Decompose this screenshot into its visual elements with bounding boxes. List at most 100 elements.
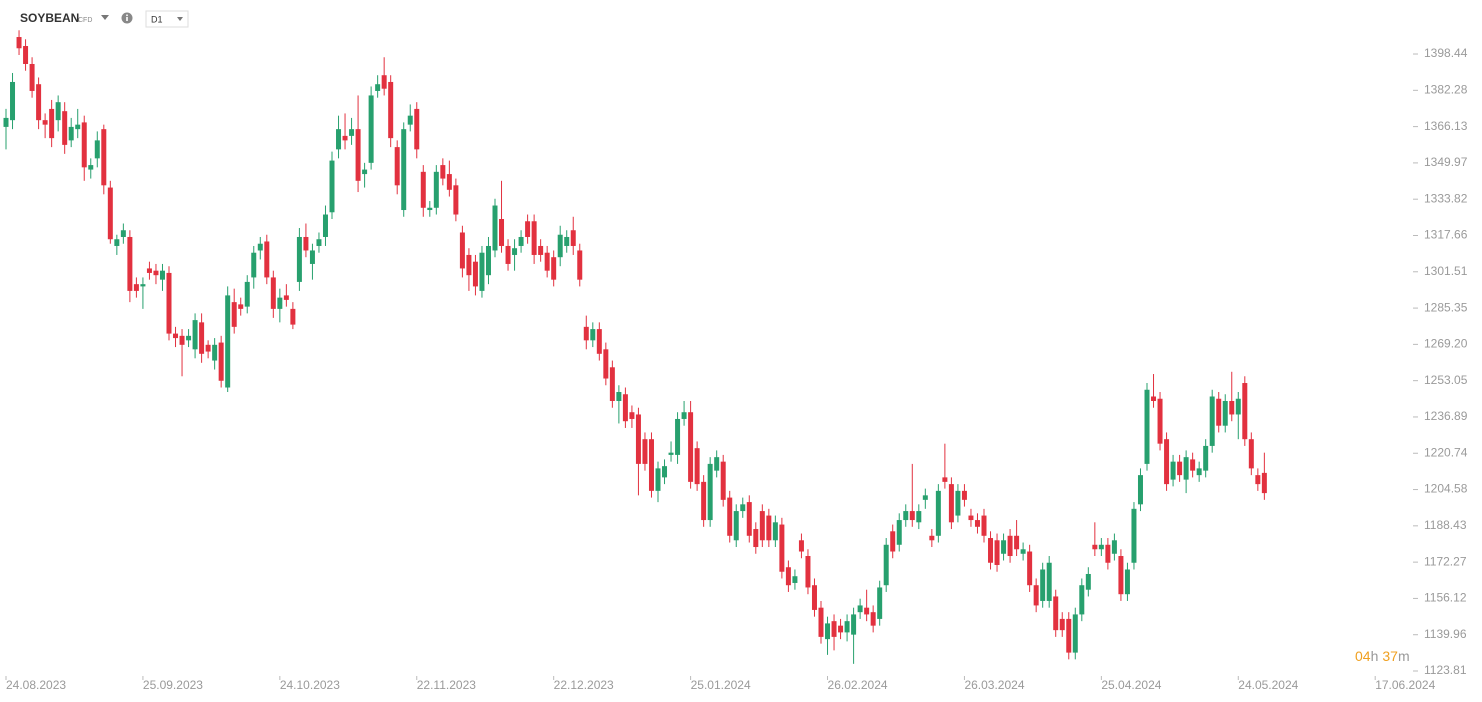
candle-body xyxy=(857,605,863,613)
candle-body xyxy=(831,621,837,637)
timeframe: D1 xyxy=(151,14,163,24)
candle-body xyxy=(1033,585,1039,606)
x-tick-label: 24.10.2023 xyxy=(280,678,340,692)
candle-body xyxy=(916,511,922,523)
candle-body xyxy=(212,344,218,361)
candle-body xyxy=(1059,618,1065,631)
candle-body xyxy=(525,221,531,237)
info-mark xyxy=(126,17,128,21)
info-icon[interactable] xyxy=(121,12,133,24)
candle-body xyxy=(1261,472,1267,494)
candle-body xyxy=(974,520,980,527)
candle-body xyxy=(1151,396,1157,401)
candle-body xyxy=(231,302,237,327)
candle-body xyxy=(459,232,465,269)
candle-body xyxy=(1209,396,1215,446)
candle-body xyxy=(590,329,596,341)
candle-body xyxy=(264,241,270,278)
candle-body xyxy=(10,81,16,121)
candle-body xyxy=(29,63,35,91)
instrument-type: CFD xyxy=(78,17,92,24)
y-tick-label: 1366.13 xyxy=(1424,119,1468,133)
candle-body xyxy=(733,511,739,541)
candle-body xyxy=(616,392,622,401)
candle-body xyxy=(1072,614,1078,653)
candle-body xyxy=(362,169,368,175)
candle-body xyxy=(62,111,68,145)
candle-body xyxy=(772,522,778,541)
candle-body xyxy=(270,277,276,309)
candle-body xyxy=(1046,562,1052,601)
candle-body xyxy=(1001,540,1007,554)
candle-body xyxy=(1105,544,1111,563)
candle-body xyxy=(101,129,107,186)
candle-body xyxy=(1203,445,1209,471)
timeframe-select[interactable]: D1 xyxy=(145,10,189,28)
candle-body xyxy=(557,234,563,258)
symbol-dropdown[interactable] xyxy=(101,15,109,20)
candle-body xyxy=(472,261,478,287)
candle-body xyxy=(518,236,524,246)
candle-body xyxy=(531,221,537,255)
candle-body xyxy=(205,344,211,352)
candle-body xyxy=(336,129,342,150)
candle-body xyxy=(453,185,459,215)
candle-body xyxy=(3,117,9,127)
y-tick-label: 1139.96 xyxy=(1424,627,1467,641)
y-tick-label: 1172.27 xyxy=(1424,554,1467,568)
x-tick-label: 25.09.2023 xyxy=(143,678,203,692)
candle-body xyxy=(1085,573,1091,590)
candle-body xyxy=(596,329,602,354)
candle-body xyxy=(1144,389,1150,464)
candle-body xyxy=(283,295,289,300)
candle-body xyxy=(1027,551,1033,586)
y-tick-label: 1269.20 xyxy=(1424,337,1468,351)
y-tick-label: 1253.05 xyxy=(1424,373,1468,387)
candle-body xyxy=(1111,540,1117,554)
candle-body xyxy=(870,612,876,626)
candle-body xyxy=(701,481,707,521)
candle-body xyxy=(1235,398,1241,415)
y-tick-label: 1188.43 xyxy=(1424,518,1467,532)
candle-body xyxy=(890,531,896,552)
candle-body xyxy=(1137,475,1143,505)
candle-body xyxy=(1131,508,1137,563)
candle-body xyxy=(1216,398,1222,426)
candle-body xyxy=(1242,383,1248,440)
candle-body xyxy=(727,497,733,536)
candle-body xyxy=(179,335,185,345)
x-tick-label: 24.05.2024 xyxy=(1238,678,1298,692)
candle-body xyxy=(883,544,889,586)
candle-body xyxy=(1098,544,1104,550)
candle-body xyxy=(851,614,857,635)
candle-body xyxy=(505,245,511,264)
candle-body xyxy=(1092,544,1098,550)
y-tick-label: 1220.74 xyxy=(1424,445,1468,459)
y-tick-label: 1382.28 xyxy=(1424,82,1468,96)
candle-body xyxy=(81,122,87,168)
candle-body xyxy=(329,160,335,213)
candle-body xyxy=(583,326,589,341)
candle-body xyxy=(577,250,583,280)
y-tick-label: 1236.89 xyxy=(1424,409,1468,423)
candle-body xyxy=(603,349,609,379)
candle-body xyxy=(433,171,439,208)
candle-body xyxy=(551,257,557,280)
x-tick-label: 25.04.2024 xyxy=(1101,678,1161,692)
candle-body xyxy=(127,236,133,291)
candle-body xyxy=(133,284,139,291)
candle-body xyxy=(375,84,381,91)
y-tick-label: 1301.51 xyxy=(1424,264,1468,278)
candle-body xyxy=(785,567,791,586)
candle-body xyxy=(792,576,798,583)
candle-body xyxy=(922,495,928,500)
x-tick-label: 17.06.2024 xyxy=(1375,678,1435,692)
candle-body xyxy=(479,252,485,291)
candle-body xyxy=(668,452,674,455)
candle-body xyxy=(257,243,263,251)
timeframe-box xyxy=(145,10,189,28)
candle-body xyxy=(414,108,420,150)
candle-body xyxy=(746,502,752,536)
y-tick-label: 1123.81 xyxy=(1424,663,1467,677)
